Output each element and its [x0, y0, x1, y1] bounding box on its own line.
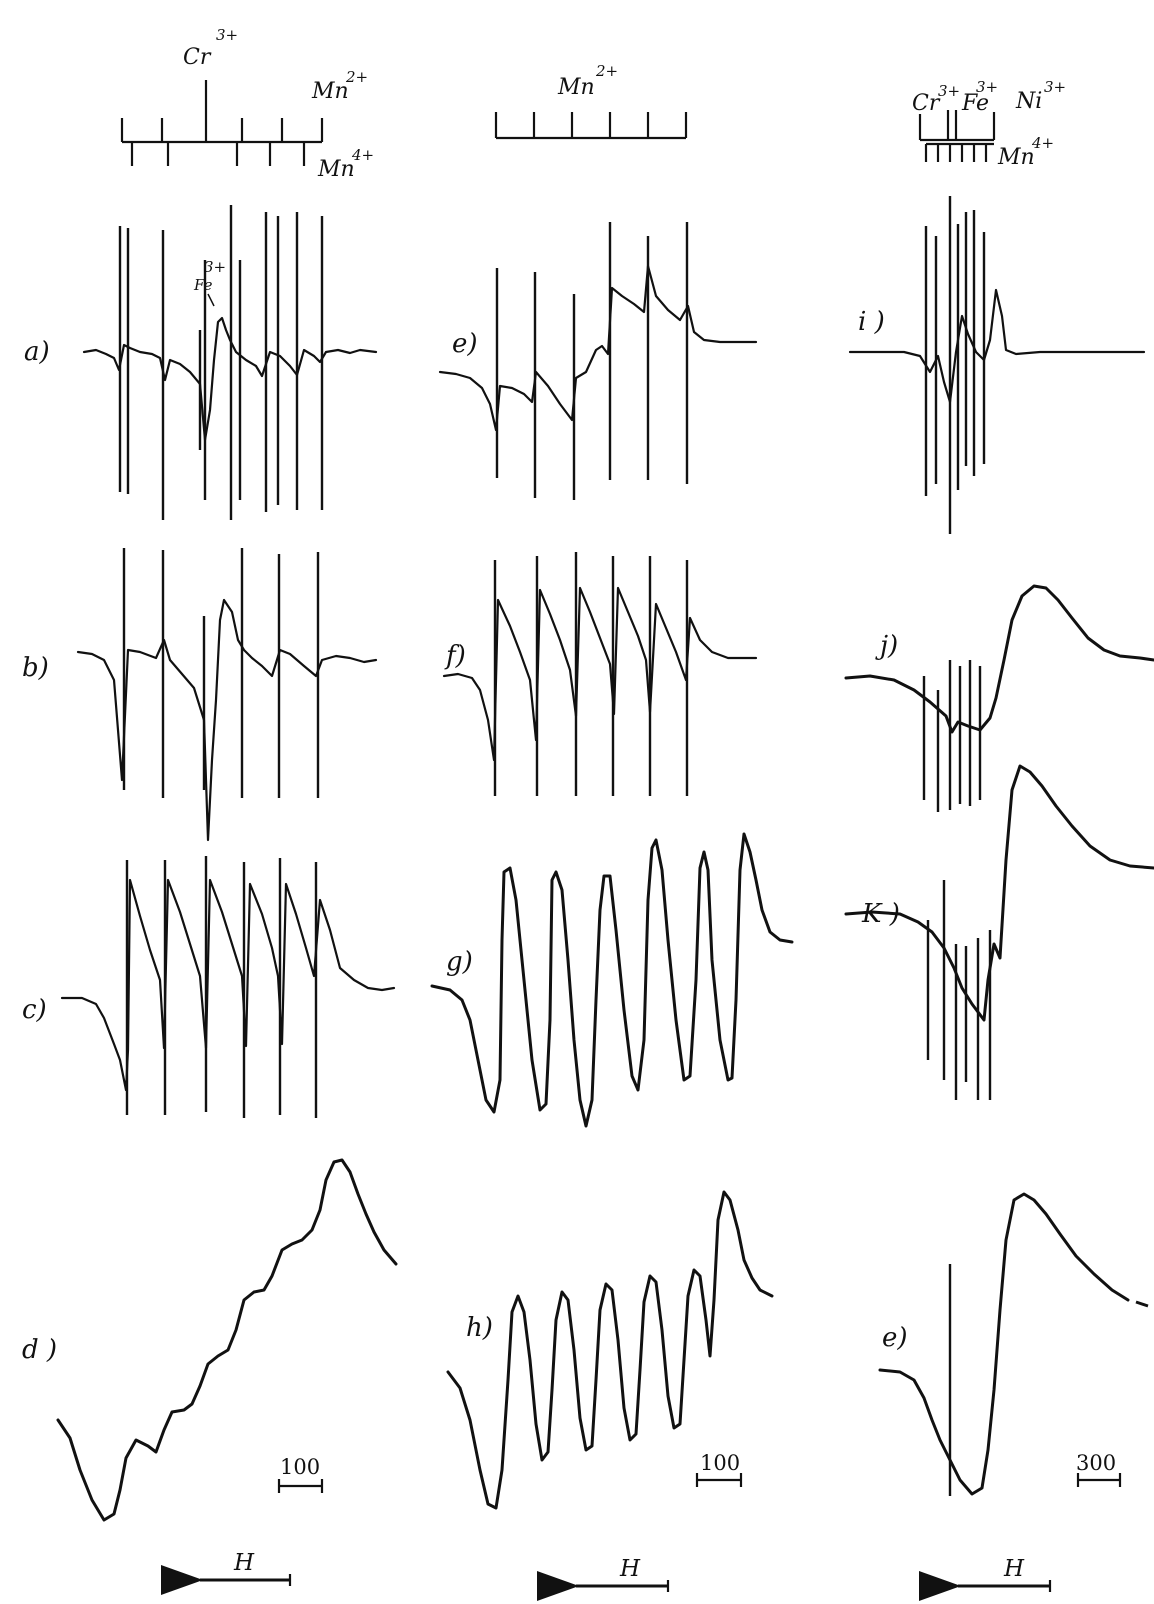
- panel-label-c: c): [22, 995, 47, 1025]
- ion-label-mn4: Mn: [317, 157, 355, 182]
- column-2: Mn 2+ e) f) g): [430, 62, 794, 1601]
- ion-label-mn4-col3: Mn: [997, 145, 1035, 170]
- panel-label-i: i ): [858, 307, 885, 337]
- panel-f: f): [442, 552, 758, 796]
- ion-label-fe-col3: Fe: [961, 91, 989, 116]
- panel-label-h: h): [466, 1313, 493, 1343]
- panel-g: g): [430, 832, 794, 1128]
- ion-label-mn2-col2: Mn: [557, 75, 595, 100]
- field-label-col1: H: [233, 1550, 255, 1576]
- ion-label-ni-col3: Ni: [1015, 89, 1042, 114]
- field-arrow-col2: H: [537, 1556, 670, 1601]
- ion-charge-mn4: 4+: [351, 146, 374, 164]
- panel-b: b): [22, 548, 378, 842]
- ion-label-mn2: Mn: [311, 79, 349, 104]
- panel-a: a) Fe 3+: [24, 205, 378, 520]
- stick-diagram-col2: Mn 2+: [494, 62, 688, 140]
- panel-i: i ): [848, 196, 1146, 534]
- field-label-col3: H: [1003, 1556, 1025, 1582]
- panel-e: e): [438, 222, 758, 500]
- panel-label-e: e): [452, 329, 478, 359]
- field-arrow-col1: H: [161, 1550, 292, 1595]
- field-arrow-col3: H: [919, 1556, 1052, 1601]
- panel-h: h) 100: [446, 1190, 774, 1510]
- ion-charge-cr-col3: 3+: [938, 82, 960, 100]
- ion-charge-fe-col3: 3+: [976, 78, 998, 96]
- panel-j: j): [844, 584, 1154, 812]
- panel-label-a: a): [24, 337, 50, 367]
- scale-label-col3: 300: [1076, 1451, 1116, 1475]
- panel-label-f: f): [444, 641, 466, 671]
- fe-inline-name: Fe: [193, 276, 213, 294]
- column-1: Cr 3+ Mn 2+ Mn 4+ a) Fe 3+: [22, 26, 398, 1595]
- panel-label-d: d ): [22, 1335, 57, 1365]
- ion-charge-cr: 3+: [216, 26, 238, 44]
- stick-diagram-col3: Cr 3+ Fe 3+ Ni 3+ Mn 4+: [912, 78, 1066, 170]
- ion-charge-mn2-col2: 2+: [595, 62, 618, 80]
- scale-label-col1: 100: [280, 1455, 320, 1479]
- field-label-col2: H: [619, 1556, 641, 1582]
- ion-charge-ni-col3: 3+: [1044, 78, 1066, 96]
- column-3: Cr 3+ Fe 3+ Ni 3+ Mn 4+ i ) j): [844, 78, 1154, 1601]
- ion-label-cr-col3: Cr: [912, 91, 941, 116]
- ion-charge-mn4-col3: 4+: [1031, 134, 1054, 152]
- panel-l: e) 300: [878, 1192, 1149, 1496]
- panel-label-b: b): [22, 653, 49, 683]
- stick-diagram-col1: Cr 3+ Mn 2+ Mn 4+: [120, 26, 374, 182]
- panel-label-l: e): [882, 1323, 908, 1353]
- panel-d: d ) 100: [22, 1158, 398, 1522]
- ion-label-cr: Cr: [183, 45, 212, 70]
- scale-label-col2: 100: [700, 1451, 740, 1475]
- panel-k: K ): [844, 764, 1154, 1100]
- panel-label-g: g): [446, 947, 473, 977]
- panel-c: c): [22, 856, 396, 1118]
- ion-charge-mn2: 2+: [345, 68, 368, 86]
- panel-label-j: j): [875, 631, 898, 661]
- fe-inline-charge: 3+: [204, 258, 226, 276]
